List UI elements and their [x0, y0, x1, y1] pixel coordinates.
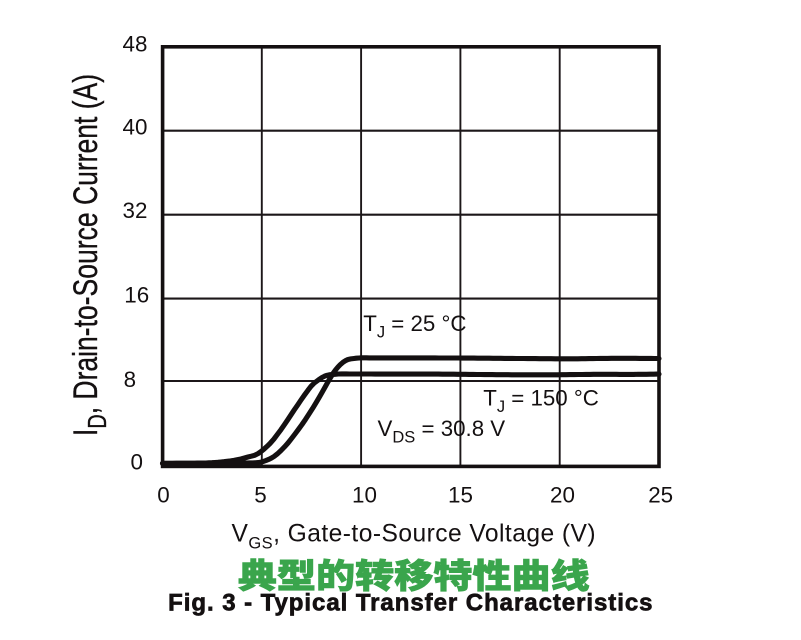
svg-text:8: 8 [124, 367, 136, 392]
svg-text:0: 0 [131, 449, 143, 474]
svg-text:48: 48 [123, 31, 148, 56]
svg-text:5: 5 [254, 482, 266, 507]
svg-text:40: 40 [123, 114, 148, 139]
svg-text:25: 25 [648, 482, 673, 507]
svg-text:20: 20 [550, 482, 575, 507]
svg-text:32: 32 [123, 198, 148, 223]
svg-text:15: 15 [448, 482, 473, 507]
svg-text:VGS, Gate-to-Source Voltage (V: VGS, Gate-to-Source Voltage (V) [232, 520, 597, 552]
svg-text:Fig. 3 - Typical Transfer Cha: Fig. 3 - Typical Transfer Characteristic… [168, 590, 653, 617]
svg-text:16: 16 [124, 283, 149, 308]
svg-text:ID, Drain-to-Source Current (A: ID, Drain-to-Source Current (A) [67, 74, 112, 436]
svg-text:0: 0 [157, 482, 169, 507]
svg-text:10: 10 [352, 482, 377, 507]
